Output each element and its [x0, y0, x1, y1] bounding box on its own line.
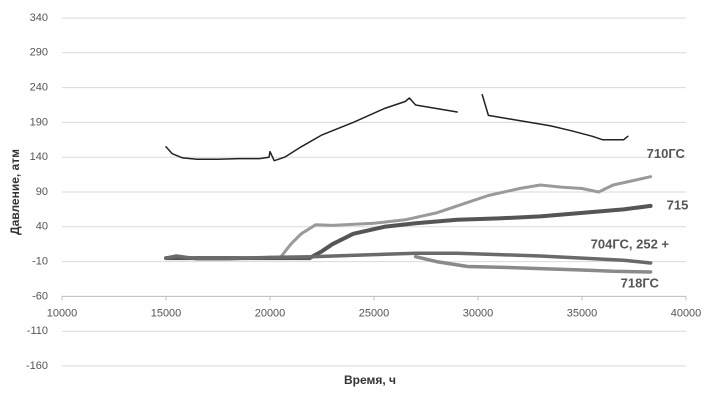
series-label: 704ГС, 252 + [591, 236, 670, 251]
series-line [164, 203, 653, 261]
series-line [165, 93, 629, 162]
y-tick-label: -160 [26, 360, 48, 372]
y-tick-label: -110 [27, 325, 48, 337]
series-line [164, 251, 653, 265]
x-tick-label: 35000 [567, 307, 598, 319]
y-tick-label: 140 [30, 151, 48, 163]
series-line [164, 175, 653, 261]
y-tick-label: 90 [36, 186, 48, 198]
series-label: 718ГС [621, 275, 660, 290]
y-tick-label: 240 [30, 82, 48, 94]
y-tick-label: 40 [36, 221, 48, 233]
series-label: 715 [667, 197, 689, 212]
y-tick-label: -10 [32, 256, 48, 268]
y-tick-label: 290 [30, 47, 48, 59]
series-label: 710ГС [647, 146, 686, 161]
series-line [413, 254, 653, 274]
x-tick-label: 20000 [255, 307, 286, 319]
x-tick-label: 15000 [151, 307, 182, 319]
y-tick-label: -60 [32, 290, 48, 302]
x-tick-label: 10000 [47, 307, 78, 319]
y-axis-title: Давление, атм [8, 149, 22, 235]
y-tick-label: 340 [30, 12, 48, 24]
x-tick-label: 25000 [359, 307, 390, 319]
y-tick-label: 190 [30, 116, 48, 128]
x-axis-title: Время, ч [344, 373, 396, 387]
x-tick-label: 30000 [463, 307, 494, 319]
x-tick-label: 40000 [671, 307, 702, 319]
